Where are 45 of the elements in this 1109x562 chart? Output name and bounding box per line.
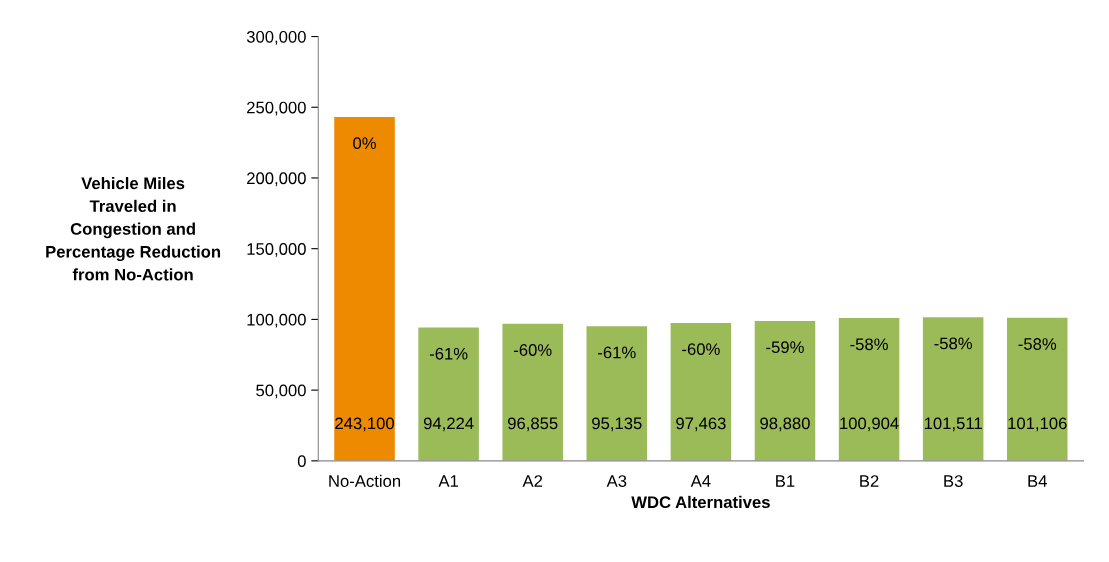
data-label: 96,855 bbox=[508, 417, 558, 432]
x-tick-label: A3 bbox=[606, 475, 627, 487]
annotation: -61% bbox=[429, 347, 468, 360]
data-label: 101,511 bbox=[924, 417, 982, 432]
bar bbox=[670, 322, 732, 461]
x-tick-label: A1 bbox=[438, 475, 458, 487]
annotation: -58% bbox=[850, 338, 888, 351]
data-label: 101,106 bbox=[1008, 417, 1067, 432]
x-tick-label: A2 bbox=[522, 475, 543, 487]
annotation: -60% bbox=[682, 343, 720, 356]
x-tick-label: B2 bbox=[860, 475, 879, 487]
x-tick-label: B4 bbox=[1028, 475, 1047, 487]
annotation: -58% bbox=[934, 337, 973, 350]
annotation: -61% bbox=[598, 346, 636, 359]
y-tick-label: 200,000 bbox=[247, 172, 306, 187]
x-axis-title: WDC Alternatives bbox=[631, 495, 770, 509]
annotation: -58% bbox=[1018, 338, 1057, 350]
y-tick-label: 0 bbox=[297, 455, 306, 468]
data-label: 243,100 bbox=[335, 417, 395, 432]
data-label: 98,880 bbox=[760, 417, 810, 432]
y-tick-label: 50,000 bbox=[256, 384, 306, 399]
y-tick-label: 100,000 bbox=[247, 313, 306, 328]
x-tick-label: B3 bbox=[944, 475, 963, 487]
x-tick-label: No-Action bbox=[329, 474, 401, 487]
annotation: -59% bbox=[766, 341, 804, 354]
y-tick-label: 150,000 bbox=[247, 243, 306, 257]
bar bbox=[502, 323, 563, 461]
data-label: 95,135 bbox=[592, 417, 642, 432]
x-tick-label: B1 bbox=[776, 475, 795, 487]
bar bbox=[838, 318, 900, 461]
annotation: -60% bbox=[514, 344, 552, 356]
y-axis-title: Vehicle Miles Traveled in Congestion and Percentage Reduction from No-Action bbox=[46, 177, 221, 281]
bar bbox=[586, 326, 648, 461]
bar bbox=[418, 327, 479, 461]
bar bbox=[754, 320, 816, 461]
bar bbox=[334, 117, 395, 461]
data-label: 94,224 bbox=[423, 417, 474, 432]
annotation: 0% bbox=[353, 137, 376, 150]
data-label: 97,463 bbox=[676, 417, 726, 432]
data-label: 100,904 bbox=[840, 417, 899, 432]
bar bbox=[1006, 317, 1068, 461]
bar bbox=[922, 317, 984, 461]
y-tick-label: 250,000 bbox=[247, 101, 306, 116]
y-tick-label: 300,000 bbox=[246, 30, 306, 45]
x-tick-label: A4 bbox=[690, 475, 711, 487]
